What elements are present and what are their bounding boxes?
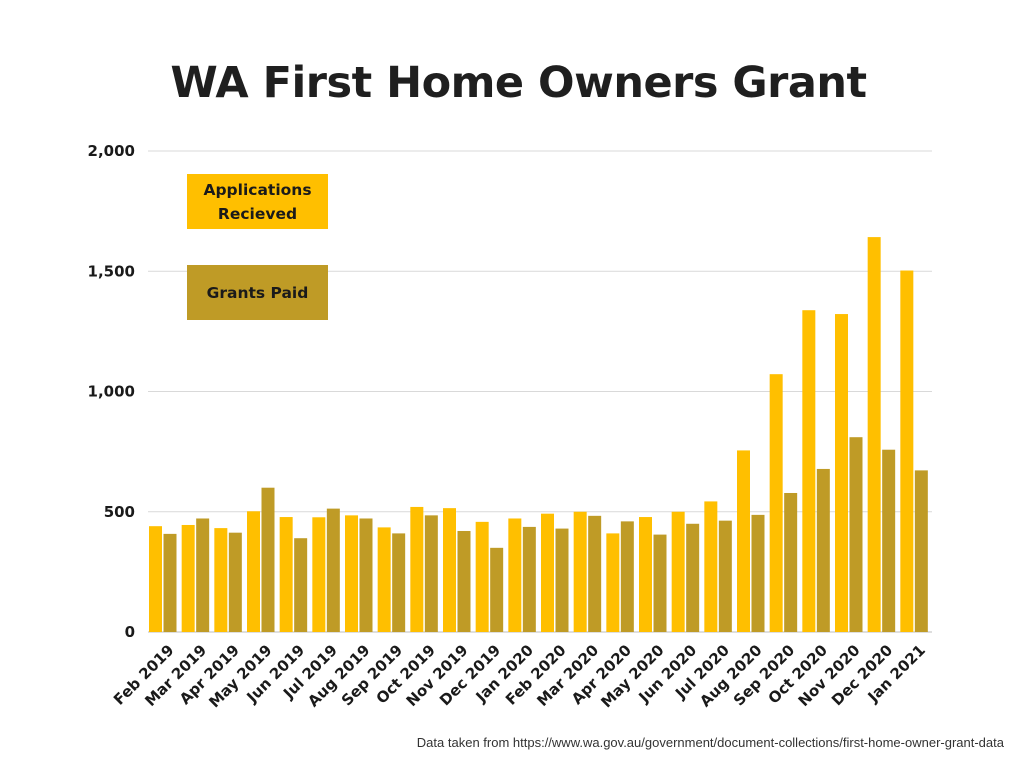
bar-grants-paid [588,515,602,632]
bar-applications-received [508,518,522,632]
bar-grants-paid [359,518,373,632]
bar-grants-paid [686,523,700,632]
bar-grants-paid [294,538,308,632]
bar-applications-received [279,517,293,632]
bar-applications-received [835,314,848,632]
bar-applications-received [737,450,750,632]
bar-grants-paid [555,528,569,632]
bar-grants-paid [490,547,504,632]
bar-applications-received [541,513,554,632]
bar-grants-paid [751,514,765,632]
bar-grants-paid [261,487,275,632]
bar-applications-received [606,533,620,632]
bar-grants-paid [653,534,667,632]
bar-applications-received [345,515,358,632]
bar-applications-received [671,511,685,632]
y-axis-ticks: 0 500 1,000 1,500 2,000 [88,142,135,641]
y-tick-label: 1,000 [88,383,135,401]
bar-grants-paid [163,533,177,632]
bar-grants-paid [914,470,928,632]
bar-applications-received [639,517,652,632]
legend-applications-label: Applications Recieved [203,180,312,223]
bar-grants-paid [816,468,830,632]
bar-grants-paid [457,530,471,632]
bar-applications-received [312,517,326,632]
bar-applications-received [149,526,162,632]
bar-grants-paid [882,449,896,632]
bar-grants-paid [392,533,406,632]
bar-grants-paid [718,520,732,632]
bar-grants-paid [326,508,340,632]
bar-applications-received [867,237,881,632]
bar-applications-received [475,521,489,632]
bar-grants-paid [522,526,536,632]
source-footnote: Data taken from https://www.wa.gov.au/go… [416,735,1004,750]
bar-grants-paid [620,521,634,632]
legend-grants-label: Grants Paid [206,283,309,302]
y-tick-label: 500 [104,503,135,521]
y-tick-label: 1,500 [88,262,135,280]
bar-grants-paid [849,437,863,632]
bar-applications-received [802,310,816,632]
bar-applications-received [900,270,914,632]
bar-applications-received [769,374,783,632]
bar-applications-received [704,501,718,632]
bar-grants-paid [228,532,242,632]
bar-grants-paid [196,518,210,632]
chart-title: WA First Home Owners Grant [170,58,867,108]
bar-applications-received [214,528,228,632]
legend-applications-received: Applications Recieved [187,174,328,229]
bar-applications-received [377,527,391,632]
bar-grants-paid [424,515,438,632]
legend-grants-paid: Grants Paid [187,265,328,320]
y-tick-label: 0 [125,623,135,641]
bar-applications-received [410,506,424,632]
y-tick-label: 2,000 [88,142,135,160]
bar-applications-received [573,511,587,632]
bar-applications-received [181,524,195,632]
bar-grants-paid [784,492,798,632]
bars [149,237,928,632]
bar-applications-received [443,508,456,632]
bar-applications-received [247,511,260,632]
